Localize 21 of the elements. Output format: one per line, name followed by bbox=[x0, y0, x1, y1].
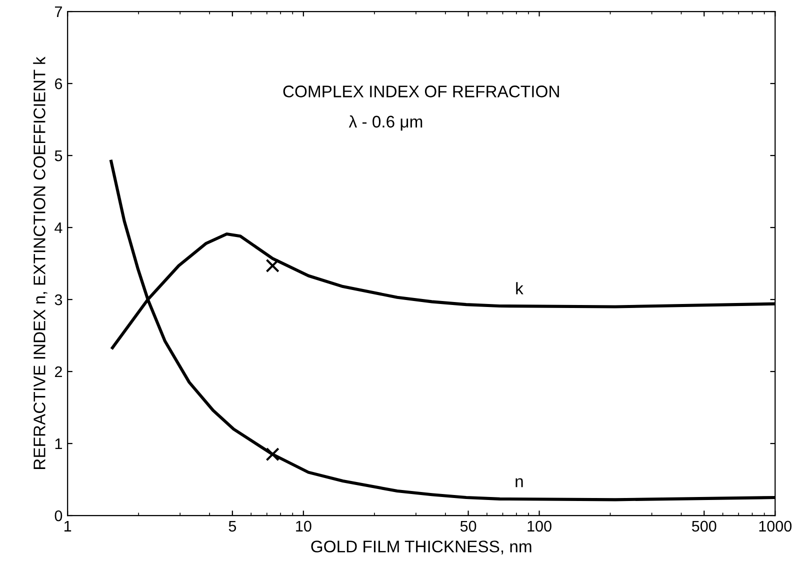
y-tick-label: 0 bbox=[54, 510, 62, 522]
x-tick-label: 500 bbox=[692, 520, 716, 532]
y-tick-label: 3 bbox=[54, 294, 62, 306]
y-tick-label: 6 bbox=[54, 78, 62, 90]
x-tick-label: 100 bbox=[528, 520, 552, 532]
text: λ - 0.6 μm bbox=[348, 115, 422, 131]
y-axis-title: REFRACTIVE INDEX n, EXTINCTION COEFFICIENT k bbox=[33, 56, 48, 469]
y-tick-label: 5 bbox=[54, 150, 62, 162]
y-tick-label: 2 bbox=[54, 366, 62, 378]
x-axis-title: GOLD FILM THICKNESS, nm bbox=[311, 540, 532, 554]
x-tick-label: 50 bbox=[460, 520, 476, 532]
x-tick-label: 1 bbox=[64, 520, 72, 532]
x-tick-label: 10 bbox=[296, 520, 312, 532]
y-tick-label: 4 bbox=[54, 222, 62, 234]
y-tick-label: 1 bbox=[55, 438, 62, 450]
x-tick-label: 1000 bbox=[759, 520, 792, 532]
y-tick-label: 7 bbox=[55, 6, 62, 18]
series-label: k bbox=[516, 282, 524, 294]
x-tick-label: 5 bbox=[228, 520, 236, 532]
text: COMPLEX INDEX OF REFRACTION bbox=[283, 86, 559, 98]
series-label: n bbox=[516, 478, 523, 488]
